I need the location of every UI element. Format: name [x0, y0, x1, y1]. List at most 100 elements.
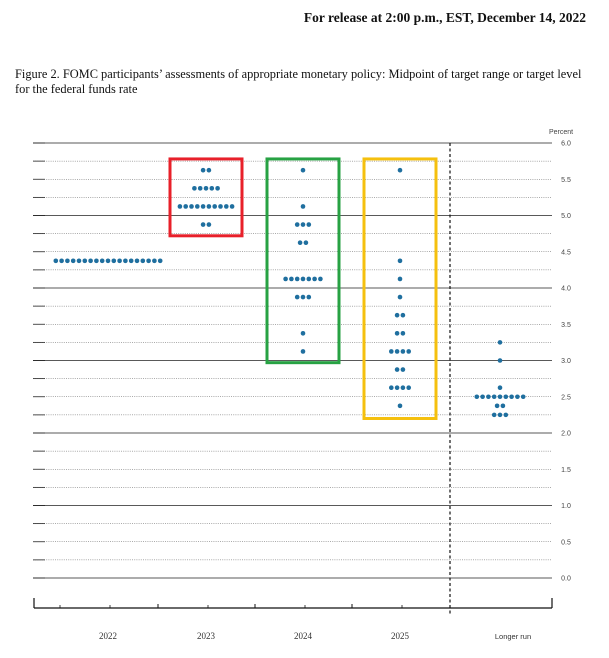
dot	[394, 385, 400, 390]
dot	[497, 340, 503, 345]
dot	[300, 276, 306, 282]
y-tick-label: 2.5	[561, 394, 571, 401]
dot	[146, 258, 151, 264]
dot	[209, 186, 215, 191]
dot	[515, 394, 520, 400]
y-tick-label: 3.5	[561, 322, 571, 329]
dot	[229, 204, 235, 209]
x-category-label: 2023	[197, 631, 216, 641]
dot	[306, 294, 312, 300]
x-category-label: Longer run	[495, 632, 531, 641]
y-tick-label: 0.5	[561, 539, 571, 546]
dot	[82, 258, 88, 264]
dot	[394, 312, 400, 318]
y-tick-label: 5.5	[561, 177, 571, 184]
dot	[400, 331, 406, 336]
dot	[394, 349, 400, 354]
dot	[397, 276, 403, 282]
y-tick-label: 1.0	[561, 503, 571, 510]
y-tick-label: 4.0	[561, 286, 571, 293]
dot	[306, 276, 312, 282]
dot	[400, 367, 406, 372]
dot	[497, 385, 503, 390]
dot	[200, 204, 206, 209]
dot	[520, 394, 526, 400]
grid-layer	[33, 142, 552, 579]
dot	[509, 394, 514, 400]
dots-layer	[53, 167, 526, 418]
dot	[212, 204, 217, 209]
dot	[406, 349, 412, 354]
dot	[306, 222, 312, 227]
axis-layer: 0.0 0.5 1.0 1.5 2.0 2.5 3.0 3.5 4.0 4.5 5.0 5.5 6.0 P…	[33, 129, 573, 641]
dot	[105, 258, 111, 264]
dot	[111, 258, 117, 264]
dot	[300, 204, 306, 209]
dot	[389, 349, 394, 354]
dot	[128, 258, 134, 264]
dot	[303, 240, 309, 245]
dot	[289, 276, 294, 282]
y-tick-label: 0.0	[561, 576, 571, 583]
x-category-label: 2022	[99, 631, 117, 641]
dot	[397, 294, 403, 300]
highlight-box-2024	[265, 157, 341, 365]
y-tick-label: 1.5	[561, 467, 571, 474]
dot	[397, 167, 403, 173]
dot	[283, 276, 288, 282]
dot	[389, 385, 394, 390]
dot	[397, 403, 403, 409]
y-tick-label: 5.0	[561, 213, 571, 220]
dot	[294, 276, 300, 282]
dot	[497, 412, 503, 418]
dot	[394, 331, 400, 336]
dot	[192, 186, 197, 191]
dot	[300, 294, 306, 300]
dot	[206, 222, 212, 227]
dot	[300, 222, 306, 227]
dot	[491, 394, 497, 400]
y-tick-label: 6.0	[561, 141, 571, 148]
dot	[203, 186, 209, 191]
dot	[480, 394, 485, 400]
dot	[400, 385, 406, 390]
dot	[189, 204, 194, 209]
dot	[183, 204, 188, 209]
dot	[140, 258, 146, 264]
dot	[65, 258, 70, 264]
dot	[500, 403, 506, 409]
dot	[503, 394, 509, 400]
dot	[497, 358, 503, 363]
dot	[294, 294, 300, 300]
dot	[491, 412, 497, 418]
dot	[224, 204, 229, 209]
highlight-box-2025	[362, 157, 438, 420]
dot	[88, 258, 93, 264]
dot	[297, 240, 303, 245]
x-category-label: 2024	[294, 631, 313, 641]
dot	[177, 204, 183, 209]
y-tick-label: 2.0	[561, 431, 571, 438]
dot	[503, 412, 509, 418]
dot	[99, 258, 105, 264]
dot	[206, 167, 212, 173]
dot	[300, 167, 306, 173]
dot-plot-chart: 0.0 0.5 1.0 1.5 2.0 2.5 3.0 3.5 4.0 4.5 5.0 5.5 6.0 P…	[33, 129, 573, 641]
dot	[117, 258, 122, 264]
dot	[400, 312, 406, 318]
dot	[200, 222, 206, 227]
dot	[206, 204, 212, 209]
dot	[394, 367, 400, 372]
dot	[94, 258, 99, 264]
dot	[70, 258, 76, 264]
dot	[294, 222, 300, 227]
dot	[318, 276, 323, 282]
dot	[218, 204, 223, 209]
dot	[123, 258, 128, 264]
dot	[397, 258, 403, 264]
dot	[59, 258, 64, 264]
dot	[195, 204, 200, 209]
highlight-box-2023	[168, 157, 244, 238]
dot	[152, 258, 157, 264]
dot	[474, 394, 480, 400]
